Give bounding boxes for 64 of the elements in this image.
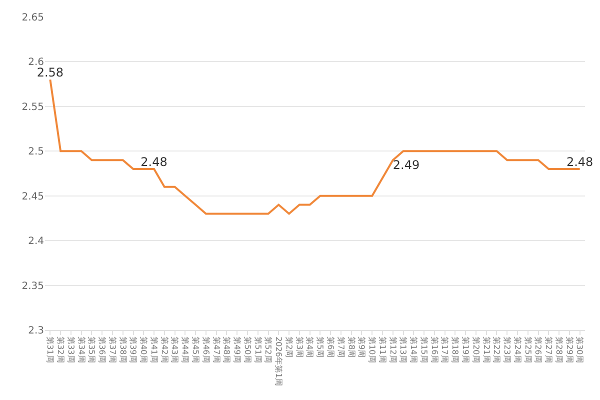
data-label: 2.49 xyxy=(392,158,420,172)
y-tick-label: 2.4 xyxy=(28,236,44,248)
x-tick-label: 第32周 xyxy=(56,336,65,363)
x-tick-label: 第36周 xyxy=(98,336,107,363)
x-tick-label: 第19周 xyxy=(460,336,470,363)
x-tick-label: 第43周 xyxy=(170,336,180,363)
x-tick-label: 第50周 xyxy=(242,336,252,363)
x-tick-label: 第11周 xyxy=(378,336,387,363)
x-tick-label: 第2周 xyxy=(284,336,294,358)
x-tick-label: 第31周 xyxy=(46,336,55,363)
y-tick-label: 2.3 xyxy=(28,326,44,336)
x-tick-label: 第33周 xyxy=(66,336,76,363)
x-tick-label: 第15周 xyxy=(419,336,428,363)
x-tick-label: 第34周 xyxy=(76,336,86,363)
x-tick-label: 第9周 xyxy=(357,336,366,358)
x-tick-label: 第52周 xyxy=(264,336,273,363)
x-tick-label: 第35周 xyxy=(87,336,96,363)
x-tick-label: 第39周 xyxy=(128,336,138,363)
x-tick-label: 第40周 xyxy=(139,336,148,363)
x-tick-label: 第22周 xyxy=(492,336,502,363)
x-tick-label: 第28周 xyxy=(554,336,564,363)
x-tick-label: 2026年第1周 xyxy=(274,336,284,386)
y-tick-label: 2.5 xyxy=(28,146,44,158)
x-tick-label: 第24周 xyxy=(512,336,522,363)
x-tick-label: 第13周 xyxy=(398,336,408,363)
data-label: 2.48 xyxy=(566,155,594,170)
y-tick-label: 2.6 xyxy=(28,57,44,68)
x-tick-label: 第4周 xyxy=(305,336,314,358)
x-tick-label: 第10周 xyxy=(368,336,377,363)
x-tick-label: 第6周 xyxy=(326,336,335,358)
x-tick-label: 第26周 xyxy=(534,336,543,363)
x-tick-label: 第44周 xyxy=(180,336,190,363)
x-tick-label: 第25周 xyxy=(523,336,532,363)
x-tick-label: 第5周 xyxy=(316,336,325,358)
x-tick-label: 第18周 xyxy=(450,336,460,363)
x-tick-label: 第38周 xyxy=(118,336,128,363)
x-tick-label: 第14周 xyxy=(409,336,418,363)
x-tick-label: 第3周 xyxy=(294,336,304,358)
x-tick-label: 第27周 xyxy=(544,336,554,363)
x-tick-label: 第46周 xyxy=(201,336,210,363)
x-tick-label: 第16周 xyxy=(430,336,439,363)
x-tick-label: 第47周 xyxy=(212,336,221,363)
x-tick-label: 第8周 xyxy=(346,336,356,358)
x-tick-label: 第7周 xyxy=(336,336,346,358)
x-tick-label: 第17周 xyxy=(440,336,450,363)
x-tick-label: 第12周 xyxy=(388,336,398,363)
x-tick-label: 第23周 xyxy=(502,336,512,363)
x-tick-label: 第42周 xyxy=(160,336,169,363)
y-tick-label: 2.35 xyxy=(22,280,44,292)
data-label: 2.58 xyxy=(36,66,64,80)
x-tick-label: 第21周 xyxy=(482,336,491,363)
x-tick-label: 第20周 xyxy=(471,336,480,363)
x-tick-label: 第51周 xyxy=(253,336,262,363)
x-tick-label: 第41周 xyxy=(149,336,158,363)
y-tick-label: 2.45 xyxy=(22,191,44,202)
y-tick-label: 2.65 xyxy=(22,12,44,24)
y-tick-label: 2.55 xyxy=(22,102,44,113)
x-tick-label: 第49周 xyxy=(232,336,242,363)
x-tick-label: 第45周 xyxy=(190,336,200,363)
data-label: 2.48 xyxy=(140,155,168,170)
x-tick-label: 第37周 xyxy=(108,336,117,363)
x-tick-label: 第48周 xyxy=(222,336,232,363)
x-tick-label: 第29周 xyxy=(564,336,574,363)
x-tick-label: 第30周 xyxy=(575,336,584,363)
